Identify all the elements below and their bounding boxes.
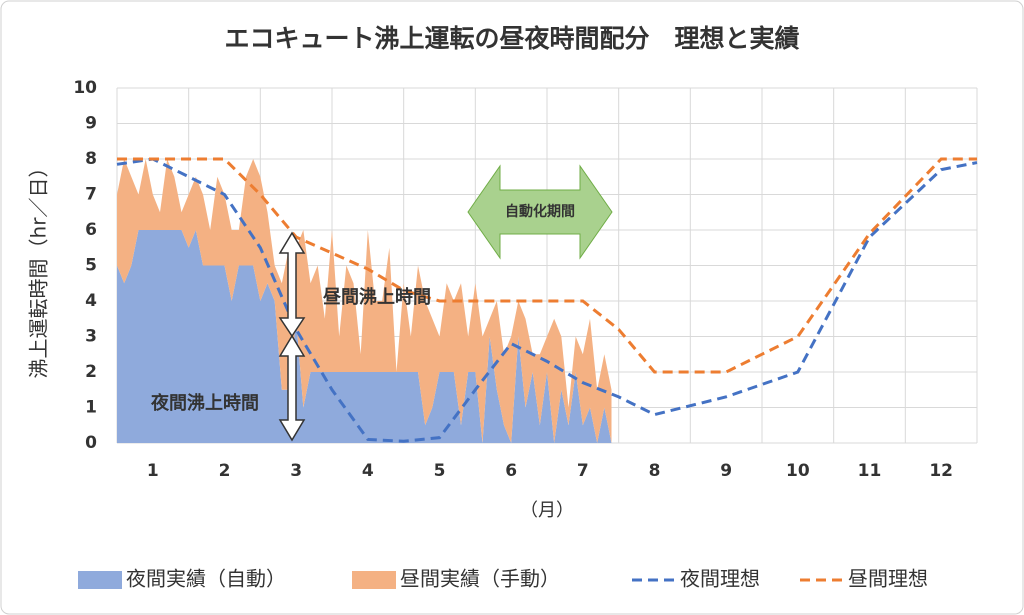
x-tick-label: 7 [577, 461, 589, 481]
x-tick-label: 2 [219, 461, 231, 481]
area [117, 159, 612, 443]
annotations: 自動化期間 昼間沸上時間 夜間沸上時間 [150, 164, 613, 442]
x-tick-label: 5 [434, 461, 446, 481]
x-tick-label: 11 [858, 461, 882, 481]
legend-label: 夜間理想 [680, 567, 760, 591]
x-tick-label: 3 [290, 461, 302, 481]
legend: 夜間実績（自動） 昼間実績（手動） 夜間理想 昼間理想 [78, 567, 928, 591]
chart-title: エコキュート沸上運転の昼夜時間配分 理想と実績 [224, 24, 799, 53]
y-tick-label: 7 [85, 185, 97, 205]
y-tick-label: 0 [85, 433, 97, 453]
y-tick-label: 4 [85, 291, 97, 311]
legend-label: 昼間理想 [848, 567, 928, 591]
annotation: 夜間沸上時間 [150, 392, 259, 414]
y-tick-label: 6 [85, 220, 97, 240]
y-tick-label: 1 [85, 398, 97, 418]
x-tick-label: 4 [362, 461, 374, 481]
x-tick-label: 9 [720, 461, 732, 481]
x-tick-label: 12 [929, 461, 953, 481]
y-axis-label: 沸上運転時間（hr／日） [27, 158, 51, 379]
y-tick-label: 8 [85, 149, 97, 169]
y-tick-label: 5 [85, 256, 97, 276]
x-tick-label: 6 [505, 461, 517, 481]
legend-swatch [78, 571, 122, 589]
annotation: 昼間沸上時間 [323, 286, 431, 308]
y-tick-label: 3 [85, 327, 97, 347]
line [116, 157, 978, 443]
line [117, 157, 977, 374]
legend-label: 昼間実績（手動） [400, 567, 560, 591]
period-arrow [467, 164, 613, 260]
x-tick-label: 10 [786, 461, 810, 481]
y-tick-label: 9 [85, 114, 97, 134]
x-axis-label: （月） [520, 500, 574, 521]
area [117, 230, 612, 443]
annotation: 自動化期間 [505, 203, 575, 220]
y-tick-label: 10 [73, 78, 97, 98]
legend-swatch [352, 571, 396, 589]
y-tick-label: 2 [85, 362, 97, 382]
x-tick-label: 1 [147, 461, 159, 481]
legend-label: 夜間実績（自動） [126, 567, 286, 591]
x-tick-label: 8 [649, 461, 661, 481]
span-arrows [278, 231, 306, 442]
